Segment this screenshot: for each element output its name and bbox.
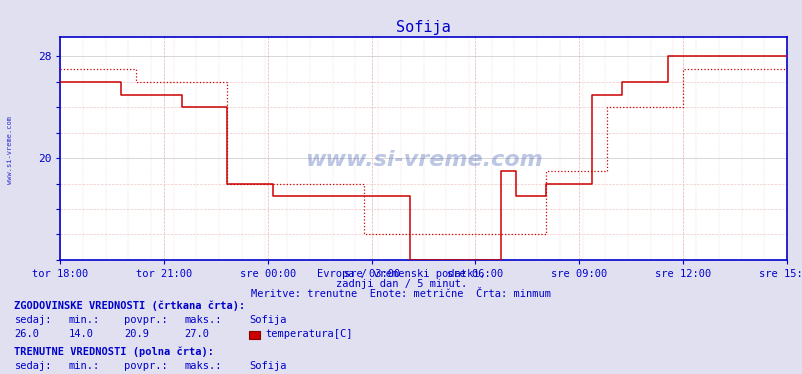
Text: temperatura[C]: temperatura[C]	[265, 329, 352, 339]
Text: TRENUTNE VREDNOSTI (polna črta):: TRENUTNE VREDNOSTI (polna črta):	[14, 346, 214, 357]
Text: min.:: min.:	[68, 361, 99, 371]
Text: povpr.:: povpr.:	[124, 361, 168, 371]
Text: 14.0: 14.0	[68, 329, 93, 339]
Text: Sofija: Sofija	[249, 361, 286, 371]
Text: sedaj:: sedaj:	[14, 361, 52, 371]
Text: min.:: min.:	[68, 315, 99, 325]
Text: 20.9: 20.9	[124, 329, 149, 339]
Text: www.si-vreme.com: www.si-vreme.com	[7, 116, 14, 184]
Text: maks.:: maks.:	[184, 315, 222, 325]
Text: 26.0: 26.0	[14, 329, 39, 339]
Text: Sofija: Sofija	[249, 315, 286, 325]
Title: Sofija: Sofija	[395, 20, 451, 35]
Text: www.si-vreme.com: www.si-vreme.com	[304, 150, 542, 170]
Text: sedaj:: sedaj:	[14, 315, 52, 325]
Text: Meritve: trenutne  Enote: metrične  Črta: minmum: Meritve: trenutne Enote: metrične Črta: …	[251, 289, 551, 299]
Text: 27.0: 27.0	[184, 329, 209, 339]
Text: maks.:: maks.:	[184, 361, 222, 371]
Text: povpr.:: povpr.:	[124, 315, 168, 325]
Text: ZGODOVINSKE VREDNOSTI (črtkana črta):: ZGODOVINSKE VREDNOSTI (črtkana črta):	[14, 300, 245, 310]
Text: Evropa / vremenski podatki,: Evropa / vremenski podatki,	[317, 269, 485, 279]
Text: zadnji dan / 5 minut.: zadnji dan / 5 minut.	[335, 279, 467, 289]
